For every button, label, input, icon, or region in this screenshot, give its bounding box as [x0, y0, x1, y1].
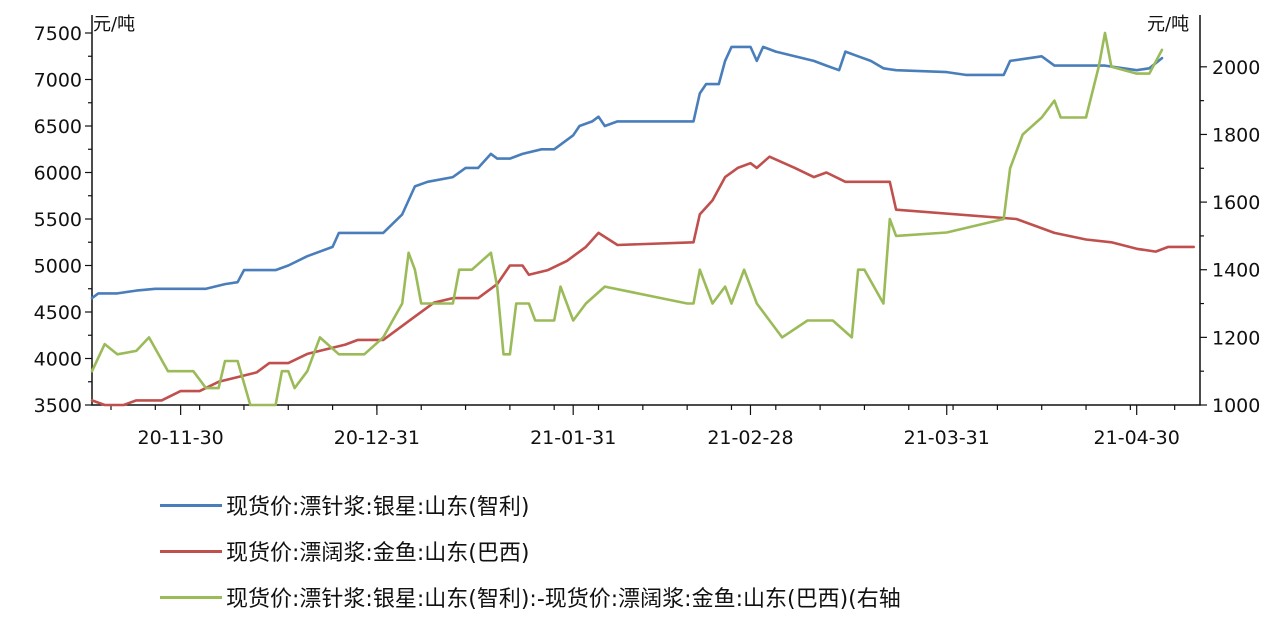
left-axis-tick-label: 4500	[34, 302, 82, 324]
right-axis-tick-label: 1800	[1212, 124, 1260, 146]
right-axis-tick-label: 1000	[1212, 395, 1260, 417]
right-axis-tick-label: 1400	[1212, 260, 1260, 282]
series-lines	[90, 31, 1195, 407]
axes: 3500 4000 4500 5000 5500 6000 6500 7000 7500 1000…	[34, 15, 1260, 449]
legend-label-red: 现货价:漂阔浆:金鱼:山东(巴西)	[226, 541, 530, 566]
legend-label-blue: 现货价:漂针浆:银星:山东(智利)	[226, 495, 530, 520]
left-axis-unit: 元/吨	[93, 14, 135, 35]
left-axis-tick-label: 4000	[34, 349, 82, 371]
x-axis-tick-label: 21-03-31	[904, 427, 990, 449]
x-axis-tick-label: 20-12-31	[334, 427, 420, 449]
left-axis-tick-label: 3500	[34, 395, 82, 417]
legend-label-green: 现货价:漂针浆:银星:山东(智利):-现货价:漂阔浆:金鱼:山东(巴西)(右轴	[226, 587, 901, 612]
right-axis-tick-label: 1600	[1212, 192, 1260, 214]
legend-swatch-red	[160, 549, 222, 553]
left-axis-tick-label: 5000	[34, 256, 82, 278]
legend-item-red: 现货价:漂阔浆:金鱼:山东(巴西)	[160, 528, 901, 574]
x-axis-tick-label: 21-04-30	[1094, 427, 1180, 449]
series-line-needle-pulp	[90, 45, 1164, 300]
right-axis-unit: 元/吨	[1147, 14, 1189, 35]
series-line-price-spread	[90, 31, 1164, 407]
legend-item-green: 现货价:漂针浆:银星:山东(智利):-现货价:漂阔浆:金鱼:山东(巴西)(右轴	[160, 574, 901, 620]
legend-swatch-green	[160, 595, 222, 599]
left-axis-tick-label: 5500	[34, 209, 82, 231]
line-chart: 元/吨 元/吨 3500 4000 4500 5000 5500 6000 6500 7000…	[34, 14, 1261, 449]
left-axis-tick-label: 6000	[34, 163, 82, 185]
legend: 现货价:漂针浆:银星:山东(智利) 现货价:漂阔浆:金鱼:山东(巴西) 现货价:…	[160, 482, 901, 620]
x-axis-tick-label: 21-01-31	[530, 427, 616, 449]
x-axis-tick-label: 21-02-28	[707, 427, 793, 449]
right-axis-tick-label: 2000	[1212, 57, 1260, 79]
axis-frame	[91, 15, 1201, 406]
right-axis-tick-label: 1200	[1212, 327, 1260, 349]
left-axis-tick-label: 7000	[34, 70, 82, 92]
series-line-hardwood-pulp	[90, 155, 1195, 407]
legend-item-blue: 现货价:漂针浆:银星:山东(智利)	[160, 482, 901, 528]
left-axis-tick-label: 6500	[34, 116, 82, 138]
legend-swatch-blue	[160, 503, 222, 507]
x-axis-tick-label: 20-11-30	[138, 427, 224, 449]
left-axis-tick-label: 7500	[34, 23, 82, 45]
